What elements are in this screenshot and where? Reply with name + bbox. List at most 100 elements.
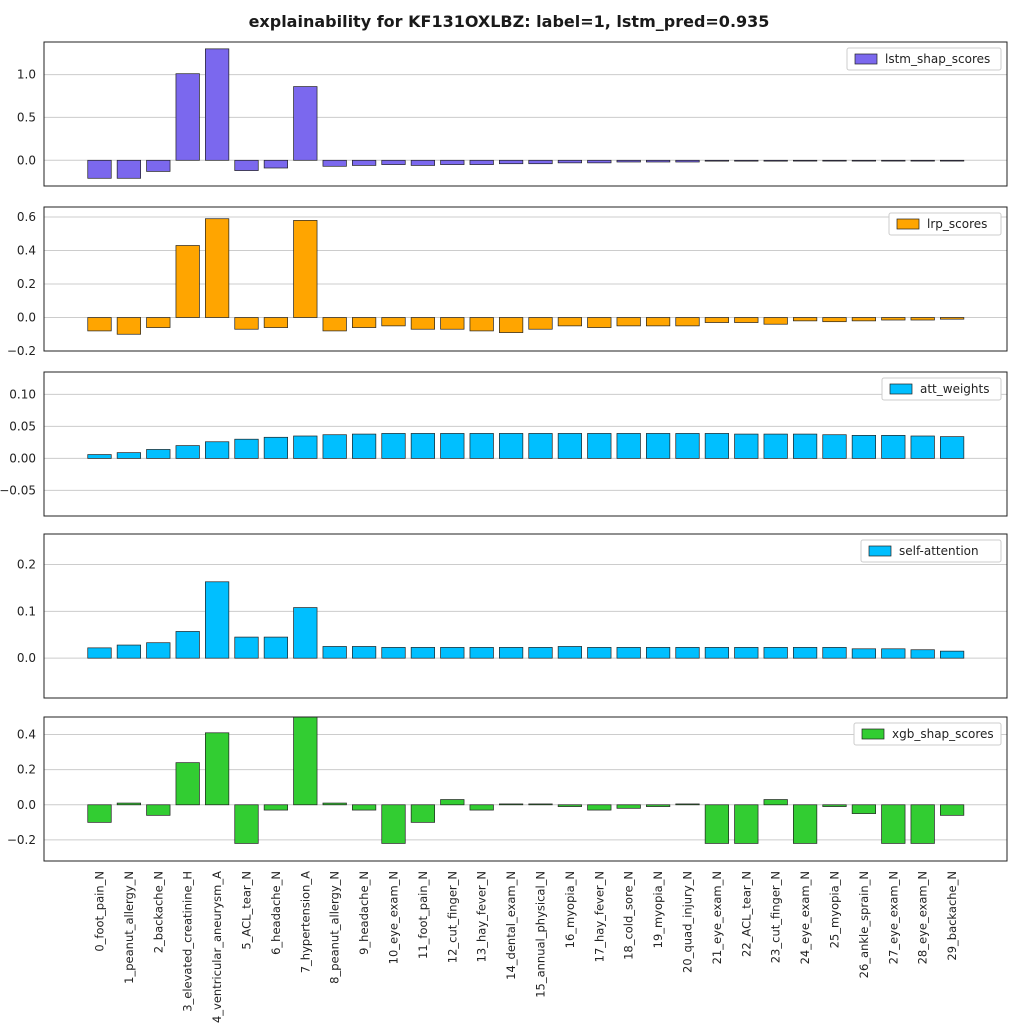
bar-lrp_scores-5_ACL_tear_N xyxy=(234,317,259,330)
bar-xgb_shap_scores-14_dental_exam_N xyxy=(499,803,524,806)
x-tick-label: 3_elevated_creatinine_H xyxy=(181,871,195,1012)
bar-self-attention-3_elevated_creatinine_H xyxy=(175,631,200,659)
x-tick-label: 12_cut_finger_N xyxy=(445,871,459,963)
bar-xgb_shap_scores-16_myopia_N xyxy=(557,804,583,807)
legend-xgb_shap_scores: xgb_shap_scores xyxy=(853,722,1002,746)
bar-lrp_scores-9_headache_N xyxy=(352,317,377,328)
x-tick-label: 11_foot_pain_N xyxy=(416,871,430,959)
panel-self-attention: 0.0 0.1 0.2 self-attention xyxy=(17,533,1008,699)
bar-att_weights-7_hypertension_A xyxy=(293,435,318,459)
bar-xgb_shap_scores-28_eye_exam_N xyxy=(910,804,935,844)
bar-xgb_shap_scores-17_hay_fever_N xyxy=(587,804,612,811)
bar-self-attention-5_ACL_tear_N xyxy=(234,636,259,659)
bar-lrp_scores-11_foot_pain_N xyxy=(410,317,435,330)
bar-self-attention-8_peanut_allergy_N xyxy=(322,646,347,659)
x-tick-label: 10_eye_exam_N xyxy=(387,871,401,964)
bar-lrp_scores-4_ventricular_aneurysm_A xyxy=(205,218,230,318)
bar-xgb_shap_scores-0_foot_pain_N xyxy=(87,804,112,823)
x-tick-label: 8_peanut_allergy_N xyxy=(328,871,342,984)
bar-self-attention-27_eye_exam_N xyxy=(881,648,906,659)
bar-att_weights-8_peanut_allergy_N xyxy=(322,434,347,459)
y-tick-label: 0.1 xyxy=(17,604,36,618)
bar-lrp_scores-23_cut_finger_N xyxy=(763,317,788,325)
x-tick-label: 17_hay_fever_N xyxy=(592,871,606,962)
axes-frame xyxy=(43,716,1008,862)
bar-self-attention-28_eye_exam_N xyxy=(910,649,935,659)
bar-lstm_shap_scores-12_cut_finger_N xyxy=(440,159,465,165)
bar-lrp_scores-18_cold_sore_N xyxy=(616,317,641,327)
bar-att_weights-21_eye_exam_N xyxy=(704,433,730,459)
panel-att_weights: −0.05 0.00 0.05 0.10 att_weights xyxy=(0,371,1008,517)
x-tick-label: 29_backache_N xyxy=(945,871,959,961)
bar-xgb_shap_scores-6_headache_N xyxy=(263,804,288,811)
y-tick-label: 0.10 xyxy=(9,387,36,401)
bar-lstm_shap_scores-28_eye_exam_N xyxy=(910,159,935,162)
y-tick-label: 0.0 xyxy=(17,311,36,325)
legend-box xyxy=(860,539,1002,563)
bar-xgb_shap_scores-21_eye_exam_N xyxy=(704,804,730,844)
bar-lstm_shap_scores-17_hay_fever_N xyxy=(587,159,612,164)
bar-lstm_shap_scores-9_headache_N xyxy=(352,159,377,166)
legend-label: xgb_shap_scores xyxy=(892,727,994,741)
x-tick-label: 21_eye_exam_N xyxy=(710,871,724,964)
y-tick-label: 0.0 xyxy=(17,153,36,167)
bar-self-attention-23_cut_finger_N xyxy=(763,647,788,659)
bar-xgb_shap_scores-22_ACL_tear_N xyxy=(734,804,759,844)
legend-swatch xyxy=(889,383,913,395)
legend-swatch xyxy=(861,728,885,740)
y-tick-label: −0.05 xyxy=(0,483,36,497)
bar-self-attention-4_ventricular_aneurysm_A xyxy=(205,581,230,659)
axes-frame xyxy=(43,533,1008,699)
bar-lrp_scores-8_peanut_allergy_N xyxy=(322,317,347,332)
legend-box xyxy=(888,212,1002,236)
bar-xgb_shap_scores-8_peanut_allergy_N xyxy=(322,802,347,806)
bar-att_weights-19_myopia_N xyxy=(645,433,671,459)
bar-self-attention-24_eye_exam_N xyxy=(792,647,818,659)
bar-lstm_shap_scores-22_ACL_tear_N xyxy=(734,159,759,162)
bar-lrp_scores-14_dental_exam_N xyxy=(499,317,524,333)
bar-lstm_shap_scores-4_ventricular_aneurysm_A xyxy=(205,48,230,161)
bar-self-attention-29_backache_N xyxy=(939,650,965,659)
bar-xgb_shap_scores-10_eye_exam_N xyxy=(381,804,406,844)
x-tick-label: 26_ankle_sprain_N xyxy=(857,871,871,978)
bar-self-attention-9_headache_N xyxy=(352,646,377,659)
y-tick-label: 0.2 xyxy=(17,277,36,291)
bar-xgb_shap_scores-12_cut_finger_N xyxy=(440,799,465,806)
bar-self-attention-1_peanut_allergy_N xyxy=(116,644,142,659)
bar-xgb_shap_scores-3_elevated_creatinine_H xyxy=(175,762,200,806)
bar-att_weights-1_peanut_allergy_N xyxy=(116,452,142,459)
y-tick-label: 1.0 xyxy=(17,68,36,82)
bar-lstm_shap_scores-3_elevated_creatinine_H xyxy=(175,73,200,161)
bar-att_weights-6_headache_N xyxy=(263,436,288,459)
bar-self-attention-0_foot_pain_N xyxy=(87,647,112,659)
bar-lstm_shap_scores-26_ankle_sprain_N xyxy=(851,159,877,162)
bar-lrp_scores-29_backache_N xyxy=(939,317,965,320)
bar-att_weights-23_cut_finger_N xyxy=(763,433,788,459)
x-tick-label: 20_quad_injury_N xyxy=(681,871,695,973)
legend-self-attention: self-attention xyxy=(860,539,1002,563)
bar-lstm_shap_scores-24_eye_exam_N xyxy=(792,159,818,162)
bar-att_weights-16_myopia_N xyxy=(557,433,583,459)
y-tick-label: 0.4 xyxy=(17,728,36,742)
y-tick-label: 0.0 xyxy=(17,798,36,812)
bar-att_weights-3_elevated_creatinine_H xyxy=(175,445,200,459)
bar-att_weights-27_eye_exam_N xyxy=(881,435,906,459)
bar-self-attention-2_backache_N xyxy=(146,642,171,659)
bar-lrp_scores-28_eye_exam_N xyxy=(910,317,935,321)
axes-frame xyxy=(43,41,1008,187)
bar-xgb_shap_scores-1_peanut_allergy_N xyxy=(116,802,142,806)
bar-xgb_shap_scores-26_ankle_sprain_N xyxy=(851,804,877,814)
bar-lrp_scores-6_headache_N xyxy=(263,317,288,328)
bar-lrp_scores-1_peanut_allergy_N xyxy=(116,317,142,335)
bar-lstm_shap_scores-18_cold_sore_N xyxy=(616,159,641,163)
legend-label: lrp_scores xyxy=(927,217,987,231)
legend-label: lstm_shap_scores xyxy=(885,52,990,66)
panel-lrp_scores: −0.2 0.0 0.2 0.4 0.6 lrp_scores xyxy=(7,206,1008,358)
bar-att_weights-10_eye_exam_N xyxy=(381,433,406,459)
bar-lrp_scores-7_hypertension_A xyxy=(293,220,318,318)
x-tick-label: 14_dental_exam_N xyxy=(504,871,518,980)
x-tick-label: 5_ACL_tear_N xyxy=(240,871,254,950)
bar-lstm_shap_scores-6_headache_N xyxy=(263,159,288,169)
bar-lstm_shap_scores-14_dental_exam_N xyxy=(499,159,524,165)
bar-lstm_shap_scores-8_peanut_allergy_N xyxy=(322,159,347,167)
